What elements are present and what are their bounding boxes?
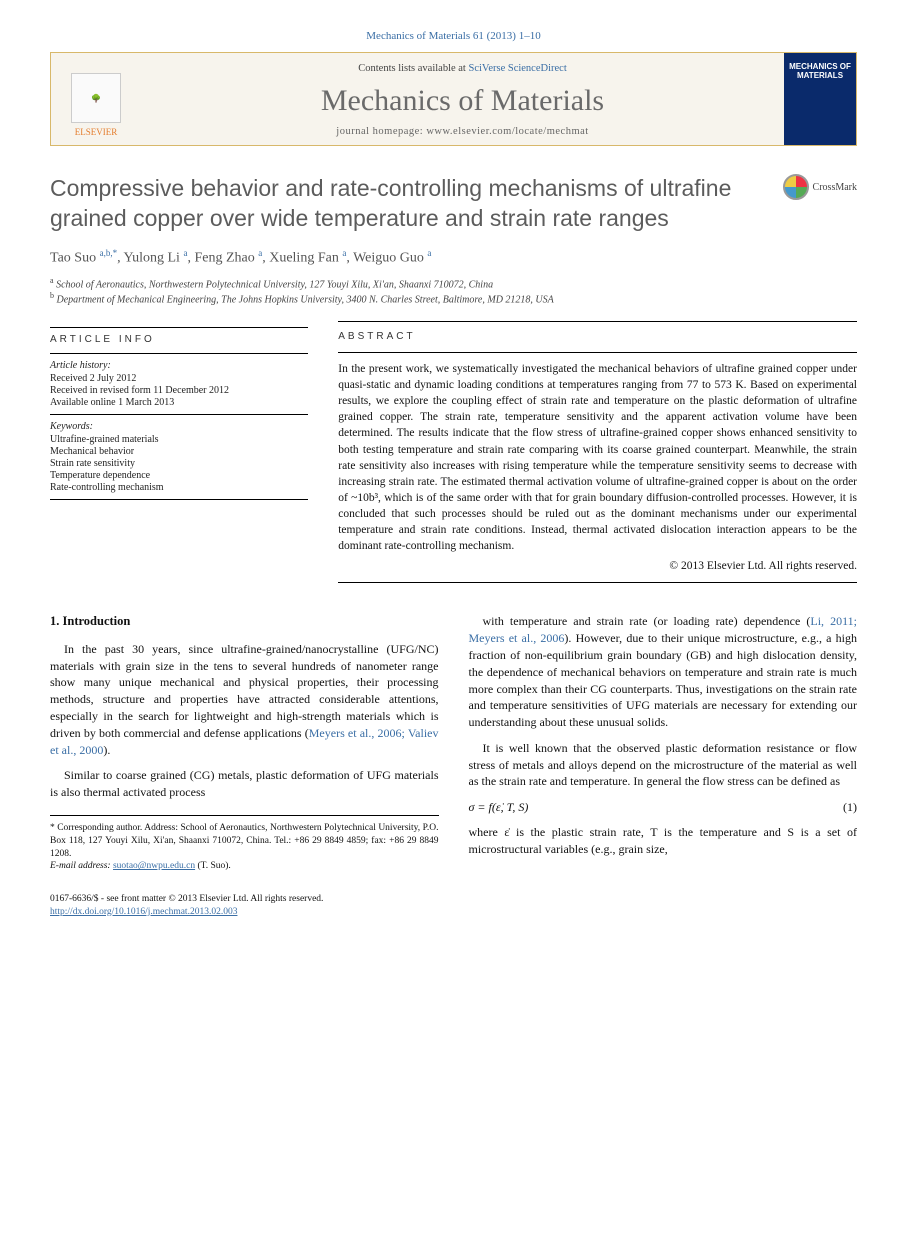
keyword: Mechanical behavior: [50, 446, 308, 457]
history-line: Received in revised form 11 December 201…: [50, 385, 308, 396]
email-tail: (T. Suo).: [195, 861, 231, 871]
publisher-logo: 🌳 ELSEVIER: [51, 53, 141, 145]
journal-homepage: journal homepage: www.elsevier.com/locat…: [149, 126, 776, 137]
affiliation: a School of Aeronautics, Northwestern Po…: [50, 276, 857, 290]
article-info-column: article info Article history: Received 2…: [50, 321, 308, 591]
doi-link[interactable]: http://dx.doi.org/10.1016/j.mechmat.2013…: [50, 907, 237, 917]
corresponding-author-note: * Corresponding author. Address: School …: [50, 822, 439, 873]
authors-line: Tao Suo a,b,*, Yulong Li a, Feng Zhao a,…: [50, 248, 857, 267]
journal-name: Mechanics of Materials: [149, 84, 776, 118]
sciencedirect-link[interactable]: SciVerse ScienceDirect: [468, 63, 566, 74]
footer-issn-doi: 0167-6636/$ - see front matter © 2013 El…: [50, 893, 857, 918]
col2-p1a: with temperature and strain rate (or loa…: [483, 614, 811, 628]
elsevier-tree-icon: 🌳: [71, 73, 121, 123]
keyword: Ultrafine-grained materials: [50, 434, 308, 445]
intro-para-2: Similar to coarse grained (CG) metals, p…: [50, 767, 439, 801]
issn-line: 0167-6636/$ - see front matter © 2013 El…: [50, 893, 857, 905]
article-info-label: article info: [50, 334, 308, 345]
body-column-right: with temperature and strain rate (or loa…: [469, 613, 858, 873]
email-label: E-mail address:: [50, 861, 111, 871]
abstract-column: abstract In the present work, we systema…: [338, 321, 857, 591]
intro-p1-tail: ).: [103, 743, 110, 757]
keyword: Rate-controlling mechanism: [50, 482, 308, 493]
corr-author-text: * Corresponding author. Address: School …: [50, 823, 439, 859]
page-reference: Mechanics of Materials 61 (2013) 1–10: [50, 30, 857, 42]
crossmark-icon: [783, 174, 809, 200]
corr-email-link[interactable]: suotao@nwpu.edu.cn: [113, 861, 195, 871]
history-line: Available online 1 March 2013: [50, 397, 308, 408]
affiliations: a School of Aeronautics, Northwestern Po…: [50, 276, 857, 305]
contents-prefix: Contents lists available at: [358, 63, 468, 74]
journal-cover-thumbnail: MECHANICS OF MATERIALS: [784, 53, 856, 145]
abstract-label: abstract: [338, 330, 857, 344]
equation-number: (1): [843, 799, 857, 816]
affiliation: b Department of Mechanical Engineering, …: [50, 291, 857, 305]
equation-expr: σ = f(ε̇, T, S): [469, 799, 529, 816]
contents-line: Contents lists available at SciVerse Sci…: [149, 63, 776, 74]
article-title: Compressive behavior and rate-controllin…: [50, 174, 771, 234]
journal-header: 🌳 ELSEVIER Contents lists available at S…: [50, 52, 857, 146]
keyword: Strain rate sensitivity: [50, 458, 308, 469]
header-center: Contents lists available at SciVerse Sci…: [141, 53, 784, 145]
publisher-name: ELSEVIER: [75, 127, 118, 137]
section-heading-intro: 1. Introduction: [50, 613, 439, 631]
intro-para-2-cont: with temperature and strain rate (or loa…: [469, 613, 858, 731]
abstract-text: In the present work, we systematically i…: [338, 361, 857, 554]
intro-para-1: In the past 30 years, since ultrafine-gr…: [50, 641, 439, 759]
crossmark-label: CrossMark: [813, 182, 857, 193]
intro-para-4: where ε̇ is the plastic strain rate, T i…: [469, 824, 858, 858]
body-column-left: 1. Introduction In the past 30 years, si…: [50, 613, 439, 873]
keyword: Temperature dependence: [50, 470, 308, 481]
history-line: Received 2 July 2012: [50, 373, 308, 384]
col2-p1b: ). However, due to their unique microstr…: [469, 631, 858, 729]
history-label: Article history:: [50, 360, 308, 371]
keywords-label: Keywords:: [50, 421, 308, 432]
intro-para-3: It is well known that the observed plast…: [469, 740, 858, 790]
abstract-copyright: © 2013 Elsevier Ltd. All rights reserved…: [338, 558, 857, 574]
equation-1: σ = f(ε̇, T, S) (1): [469, 799, 858, 816]
cover-title: MECHANICS OF MATERIALS: [786, 63, 854, 81]
crossmark-badge[interactable]: CrossMark: [783, 174, 857, 200]
